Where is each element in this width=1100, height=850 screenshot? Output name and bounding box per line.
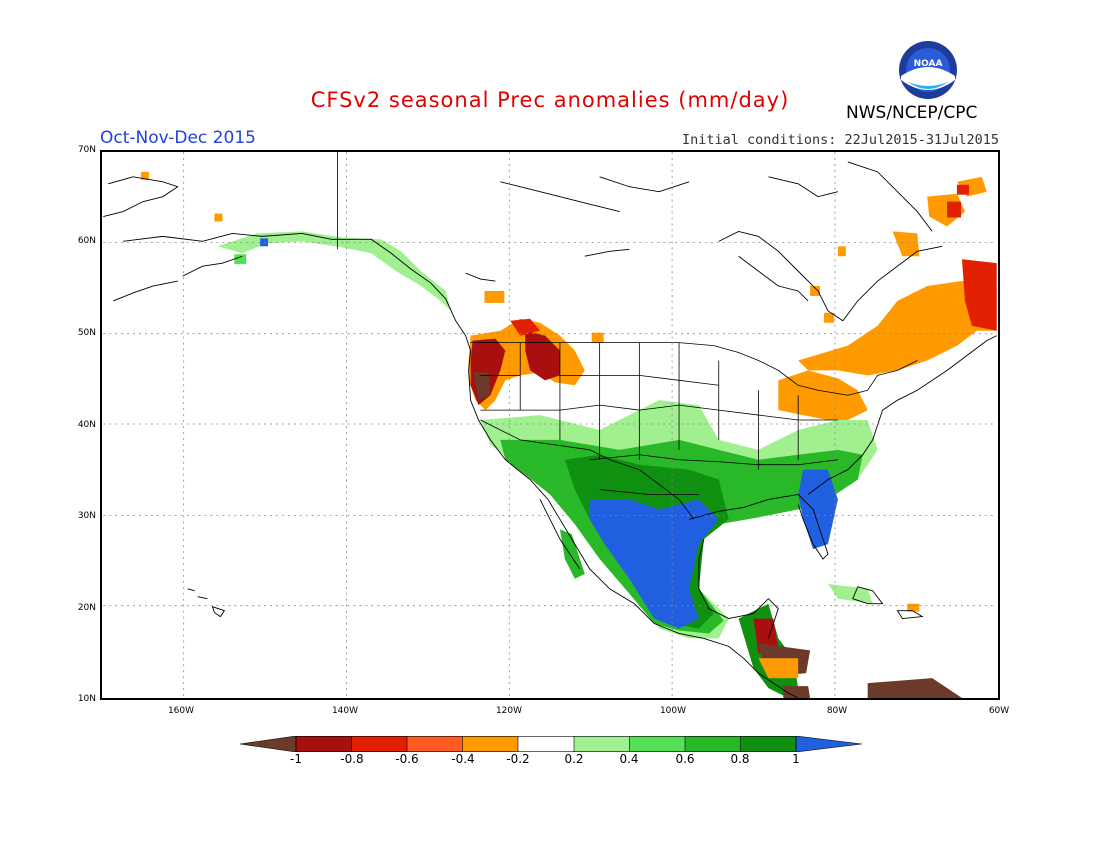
graticule (103, 152, 997, 698)
initial-conditions-label: Initial conditions: 22Jul2015-31Jul2015 (682, 132, 999, 148)
legend-swatch (685, 736, 741, 752)
borders (337, 152, 918, 520)
lat-label: 50N (77, 328, 96, 338)
legend-swatch (518, 736, 574, 752)
legend-label: -0.4 (451, 752, 475, 766)
lon-label: 140W (331, 706, 359, 716)
agency-label: NWS/NCEP/CPC (846, 103, 978, 123)
legend-label: -0.2 (506, 752, 530, 766)
legend-swatch (574, 736, 630, 752)
legend-swatch (240, 736, 296, 752)
lon-label: 120W (495, 706, 523, 716)
color-bar (240, 736, 862, 752)
anomaly-fields (140, 171, 997, 698)
legend-swatch (296, 736, 352, 752)
legend-swatch (351, 736, 407, 752)
map-frame (100, 150, 1000, 700)
lat-label: 20N (77, 603, 96, 613)
lat-label: 70N (77, 145, 96, 155)
legend-swatch (407, 736, 463, 752)
lon-label: 60W (988, 706, 1010, 716)
legend-label: 0.6 (675, 752, 695, 766)
period-label: Oct-Nov-Dec 2015 (100, 128, 256, 148)
anomaly-map (103, 152, 997, 698)
legend-swatch (462, 736, 518, 752)
legend-label: -0.6 (395, 752, 419, 766)
logo-text: NOAA (914, 59, 943, 69)
legend-label: 0.8 (730, 752, 750, 766)
lat-label: 30N (77, 511, 96, 521)
lat-label: 10N (77, 694, 96, 704)
legend-label: 0.2 (564, 752, 584, 766)
legend-swatch (629, 736, 685, 752)
lat-label: 40N (77, 420, 96, 430)
lon-label: 80W (826, 706, 848, 716)
legend-label: -1 (290, 752, 302, 766)
lat-label: 60N (77, 236, 96, 246)
legend-swatch (740, 736, 796, 752)
coastlines (103, 161, 997, 698)
legend-swatch (796, 736, 862, 752)
legend-label: 0.4 (619, 752, 639, 766)
lon-label: 100W (659, 706, 687, 716)
legend-label: 1 (792, 752, 800, 766)
legend-label: -0.8 (340, 752, 364, 766)
noaa-logo: NOAA (899, 41, 957, 99)
lon-label: 160W (167, 706, 195, 716)
map-title: CFSv2 seasonal Prec anomalies (mm/day) (310, 88, 790, 112)
